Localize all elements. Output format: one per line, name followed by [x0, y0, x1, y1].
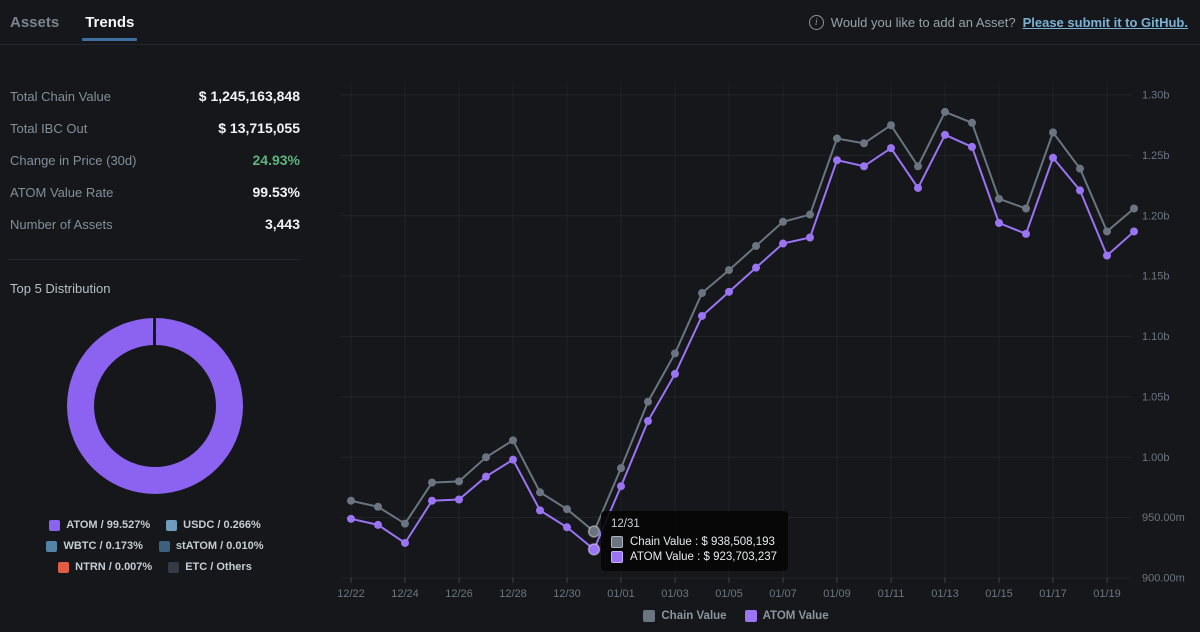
svg-text:1.05b: 1.05b — [1142, 391, 1170, 403]
svg-text:1.00b: 1.00b — [1142, 452, 1170, 464]
chain-value-swatch — [611, 536, 623, 548]
svg-text:900.00m: 900.00m — [1142, 573, 1185, 585]
svg-text:1.30b: 1.30b — [1142, 90, 1170, 102]
svg-text:12/28: 12/28 — [499, 588, 527, 600]
tooltip-text: Chain Value : $ 938,508,193 — [630, 536, 775, 548]
svg-text:01/03: 01/03 — [661, 588, 689, 600]
atom-value-swatch — [611, 551, 623, 563]
value-trend-line-chart[interactable]: 1.30b 1.25b 1.20b 1.15b 1.10b 1.05b 1.00b 950.0… — [0, 0, 1200, 632]
svg-text:01/01: 01/01 — [607, 588, 635, 600]
legend-item-chain-value[interactable]: Chain Value — [643, 610, 726, 622]
svg-text:01/15: 01/15 — [985, 588, 1013, 600]
svg-text:1.25b: 1.25b — [1142, 150, 1170, 162]
tooltip-date: 12/31 — [611, 518, 777, 530]
svg-text:950.00m: 950.00m — [1142, 512, 1185, 524]
trends-page: Assets Trends i Would you like to add an… — [0, 0, 1200, 632]
svg-text:12/24: 12/24 — [391, 588, 419, 600]
chart-tooltip: 12/31 Chain Value : $ 938,508,193 ATOM V… — [601, 511, 788, 571]
atom-value-swatch — [745, 610, 757, 622]
svg-text:12/26: 12/26 — [445, 588, 473, 600]
svg-text:1.20b: 1.20b — [1142, 210, 1170, 222]
svg-text:1.15b: 1.15b — [1142, 271, 1170, 283]
svg-text:01/13: 01/13 — [931, 588, 959, 600]
chain-value-swatch — [643, 610, 655, 622]
svg-text:01/19: 01/19 — [1093, 588, 1121, 600]
legend-label: ATOM Value — [763, 610, 829, 622]
svg-text:01/07: 01/07 — [769, 588, 797, 600]
svg-text:01/17: 01/17 — [1039, 588, 1067, 600]
tooltip-row-chain: Chain Value : $ 938,508,193 — [611, 536, 777, 548]
tooltip-text: ATOM Value : $ 923,703,237 — [630, 551, 777, 563]
svg-text:01/09: 01/09 — [823, 588, 851, 600]
tooltip-row-atom: ATOM Value : $ 923,703,237 — [611, 551, 777, 563]
legend-label: Chain Value — [661, 610, 726, 622]
svg-text:12/30: 12/30 — [553, 588, 581, 600]
legend-item-atom-value[interactable]: ATOM Value — [745, 610, 829, 622]
svg-text:01/05: 01/05 — [715, 588, 743, 600]
svg-text:12/22: 12/22 — [337, 588, 365, 600]
svg-text:01/11: 01/11 — [878, 588, 905, 600]
chart-legend: Chain Value ATOM Value — [340, 610, 1132, 622]
svg-text:1.10b: 1.10b — [1142, 331, 1170, 343]
